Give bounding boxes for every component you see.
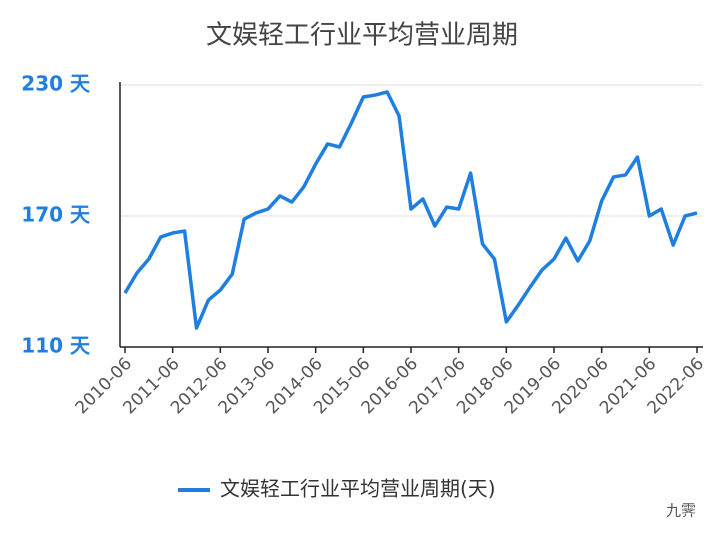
y-tick-label: 110 天: [21, 334, 91, 358]
y-tick-label: 170 天: [21, 203, 91, 227]
y-tick-label: 230 天: [21, 72, 91, 96]
chart-title: 文娱轻工行业平均营业周期: [206, 21, 518, 51]
watermark: 九霁: [666, 502, 696, 520]
line-series: [123, 90, 698, 330]
legend-label: 文娱轻工行业平均营业周期(天): [220, 477, 496, 501]
